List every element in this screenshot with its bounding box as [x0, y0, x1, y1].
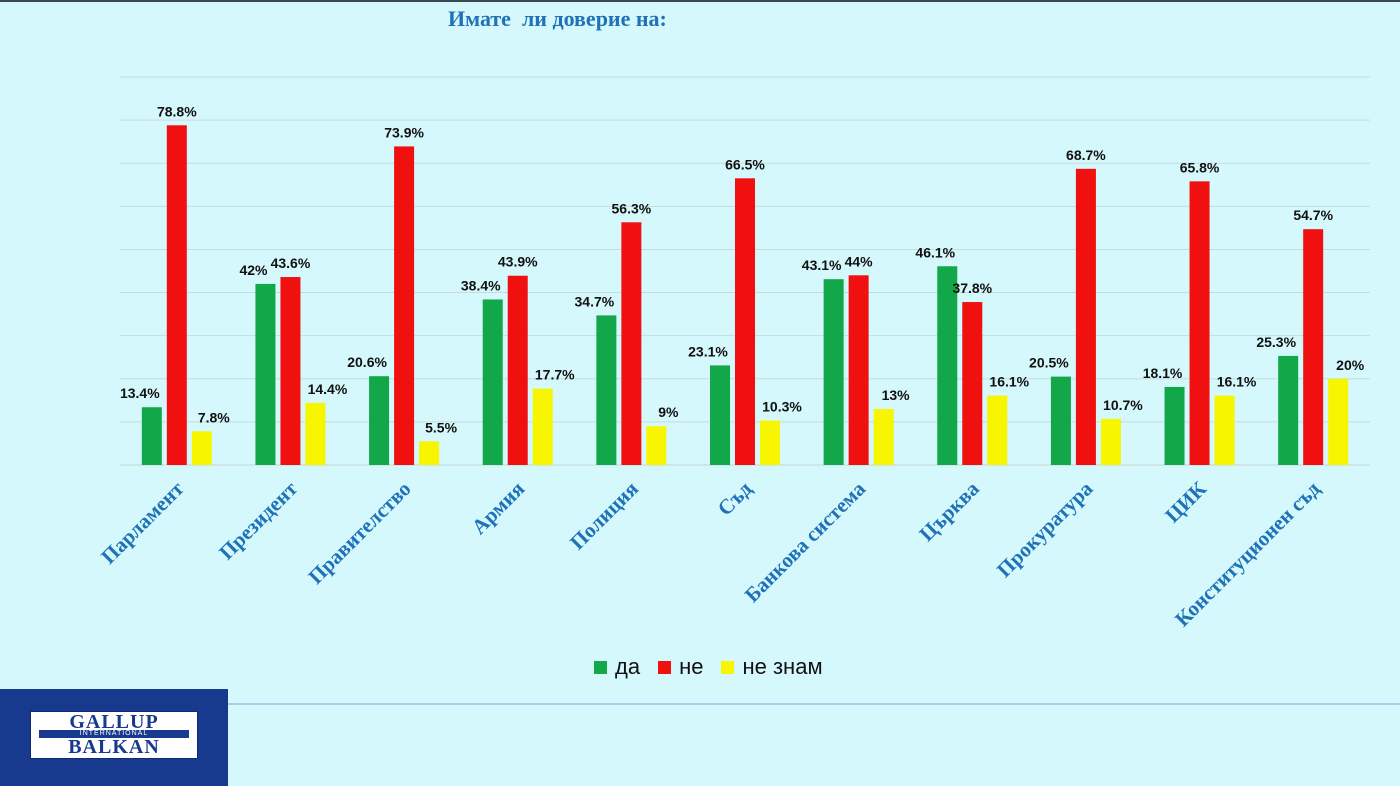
data-label: 10.7%: [1103, 397, 1143, 413]
bar-no: [1075, 168, 1096, 465]
data-label: 9%: [658, 404, 679, 420]
data-label: 34.7%: [575, 293, 615, 309]
bar-no: [735, 178, 755, 466]
data-label: 78.8%: [157, 103, 197, 119]
bar-yes: [141, 407, 162, 465]
footer-divider: [228, 703, 1400, 705]
bar-dontknow: [1214, 395, 1235, 465]
data-label: 73.9%: [384, 124, 424, 140]
category-label: Армия: [467, 477, 529, 539]
category-label: Банкова система: [740, 476, 871, 607]
data-label: 16.1%: [989, 374, 1029, 390]
bar-no: [280, 277, 301, 465]
bar-yes: [1050, 376, 1071, 465]
data-label: 5.5%: [425, 419, 457, 435]
data-label: 23.1%: [688, 343, 728, 359]
data-label: 7.8%: [198, 409, 230, 425]
gallup-logo: GALLUP INTERNATIONAL BALKAN: [0, 689, 228, 786]
chart-title: Имате ли доверие на:: [448, 6, 667, 31]
legend-swatch-yes: [594, 660, 607, 674]
category-label: Прокуратура: [992, 476, 1098, 582]
data-label: 43.1%: [802, 257, 842, 273]
bar-chart: 13.4% 78.8% 7.8% Парламент 42% 43.6% 14.4% През…: [96, 76, 1370, 631]
data-label: 10.3%: [762, 399, 802, 415]
bar-dontknow: [760, 420, 780, 465]
legend-label-no: не: [679, 654, 704, 679]
data-label: 66.5%: [725, 156, 765, 172]
chart-legend: да не не знам: [594, 654, 841, 680]
legend-item-dontknow: не знам: [721, 654, 823, 680]
bar-yes: [1278, 355, 1299, 465]
data-label: 20%: [1336, 357, 1365, 373]
data-label: 17.7%: [535, 367, 575, 383]
category-label: Президент: [214, 476, 302, 564]
category-label: Правителство: [303, 477, 415, 589]
bar-dontknow: [419, 441, 440, 465]
data-label: 20.6%: [347, 354, 387, 370]
bar-dontknow: [1100, 418, 1121, 465]
category-label: ЦИК: [1160, 476, 1211, 527]
logo-line3: BALKAN: [68, 736, 160, 758]
data-label: 37.8%: [952, 280, 992, 296]
bar-no: [166, 125, 187, 465]
data-label: 42%: [239, 262, 268, 278]
legend-label-yes: да: [615, 654, 641, 679]
bar-no: [621, 222, 642, 465]
bar-no: [962, 302, 983, 465]
data-label: 56.3%: [612, 200, 652, 216]
bar-no: [394, 146, 415, 466]
data-label: 14.4%: [308, 381, 348, 397]
data-label: 18.1%: [1143, 365, 1183, 381]
bar-yes: [937, 266, 958, 465]
legend-item-yes: да: [594, 654, 640, 680]
data-label: 65.8%: [1180, 159, 1220, 175]
bar-yes: [255, 283, 276, 465]
logo-box: GALLUP INTERNATIONAL BALKAN: [30, 711, 198, 759]
top-border: [0, 0, 1400, 2]
bar-yes: [710, 365, 730, 465]
bar-dontknow: [646, 426, 667, 465]
bar-yes: [1164, 386, 1185, 465]
data-label: 43.9%: [498, 254, 538, 270]
category-label: Полиция: [565, 477, 643, 555]
data-label: 68.7%: [1066, 147, 1106, 163]
legend-swatch-dontknow: [721, 660, 735, 674]
logo-line2: INTERNATIONAL: [39, 730, 189, 738]
data-label: 13.4%: [120, 385, 160, 401]
bar-no: [1189, 181, 1210, 465]
bar-no: [848, 275, 869, 465]
category-label: Парламент: [96, 476, 189, 569]
bar-dontknow: [532, 388, 553, 465]
logo-line1: GALLUP: [69, 711, 159, 733]
bar-yes: [823, 279, 844, 465]
bar-no: [507, 275, 528, 465]
data-label: 20.5%: [1029, 355, 1069, 371]
legend-swatch-no: [658, 660, 672, 674]
bar-dontknow: [987, 395, 1008, 465]
bar-yes: [369, 376, 390, 465]
legend-label-dontknow: не знам: [742, 654, 823, 679]
data-label: 44%: [845, 253, 874, 269]
bar-dontknow: [191, 431, 212, 465]
category-label: Съд: [713, 476, 757, 520]
bar-yes: [596, 315, 617, 465]
data-label: 54.7%: [1293, 207, 1333, 223]
bar-dontknow: [873, 408, 894, 465]
data-label: 38.4%: [461, 277, 501, 293]
bar-dontknow: [1328, 378, 1349, 465]
bar-no: [1303, 229, 1324, 465]
data-label: 43.6%: [271, 255, 311, 271]
data-label: 16.1%: [1217, 374, 1257, 390]
data-label: 25.3%: [1256, 334, 1296, 350]
legend-item-no: не: [658, 654, 703, 680]
bar-yes: [482, 299, 503, 465]
bar-dontknow: [305, 402, 326, 465]
category-label: Църква: [914, 476, 984, 546]
data-label: 46.1%: [915, 244, 955, 260]
data-label: 13%: [882, 387, 911, 403]
